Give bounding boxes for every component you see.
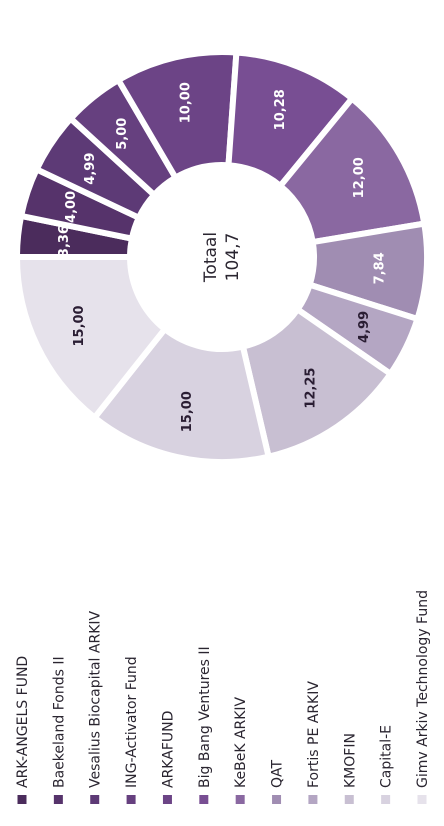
slice-label: 15,00 [72,305,87,346]
rotated-frame: 3,36 4,00 4,99 5,00 10,00 10,28 12,00 7,84 4,99 1… [14,49,431,804]
legend-swatch [199,795,209,804]
legend-swatch [53,795,63,804]
legend-swatch [126,795,136,804]
legend-label: ING-Activator Fund [124,656,140,788]
slice-label: 12,25 [304,368,319,409]
legend-swatch [308,795,318,804]
legend-label: ARKAFUND [160,711,176,788]
legend-swatch [381,795,391,804]
slice-label: 5,00 [115,118,130,150]
slice-label: 4,00 [64,191,79,223]
legend-label: Big Bang Ventures II [197,646,213,788]
legend-label: ARK-ANGELS FUND [15,656,31,788]
legend-swatch [417,795,427,804]
legend-label: QAT [270,759,286,788]
slice-label: 3,36 [57,225,72,257]
donut-slice [14,254,168,421]
donut-slice [91,326,272,465]
legend-label: KMOFIN [342,733,358,788]
slice-label: 7,84 [373,252,388,284]
legend-swatch [90,795,100,804]
slice-label: 12,00 [352,157,367,198]
slice-label: 10,00 [178,82,193,123]
legend-label: Vesalius Biocapital ARKIV [88,610,104,788]
legend-label: Gimv Arkiv Technology Fund [415,590,431,788]
center-text: 104,7 [223,233,243,282]
slice-label: 4,99 [83,153,98,185]
center-text: Totaal [201,232,221,283]
legend-label: KeBeK ARKIV [233,696,249,788]
legend-swatch [17,795,27,804]
legend-label: Fortis PE ARKIV [306,681,322,788]
legend-label: Baekeland Fonds II [51,656,67,788]
slice-label: 15,00 [180,391,195,432]
legend-swatch [272,795,282,804]
legend-label: Capital-E [379,725,395,788]
legend-swatch [344,795,354,804]
slice-label: 4,99 [357,311,372,343]
legend-swatch [162,795,172,804]
slice-label: 10,28 [273,89,288,130]
legend-swatch [235,795,245,804]
